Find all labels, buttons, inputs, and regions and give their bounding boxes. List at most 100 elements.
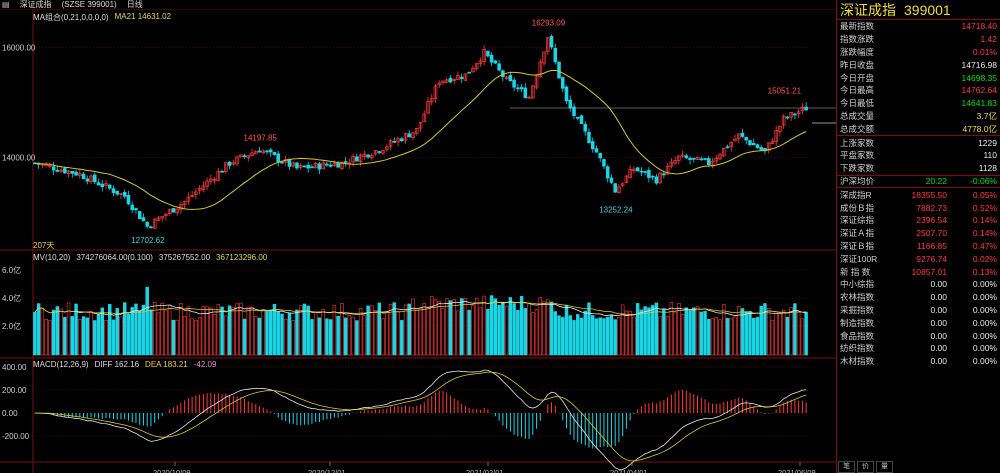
quote-row[interactable]: 昨日收盘 14716.98 <box>837 58 1000 71</box>
volume-bar <box>493 298 498 356</box>
volume-bar <box>546 299 550 356</box>
macd-bar <box>476 409 478 413</box>
volume-bar <box>695 306 700 356</box>
macd-bar <box>805 402 807 413</box>
kline-chart[interactable]: 16000.00 14000.00 16293.09 14197.85 12702.62… <box>0 10 836 473</box>
macd-bar <box>277 413 279 418</box>
volume-bar <box>796 311 801 356</box>
candle-body <box>486 50 490 57</box>
candle-body <box>497 63 501 71</box>
index-row[interactable]: 深证综指 2396.54 0.14% <box>837 214 1000 227</box>
quote-row[interactable]: 指数涨跌 1.42 <box>837 33 1000 46</box>
quote-row[interactable]: 今日最低 14641.83 <box>837 97 1000 110</box>
volume-bar <box>152 302 157 356</box>
macd-bar <box>768 413 770 414</box>
index-row[interactable]: 深证100R 9276.74 0.02% <box>837 252 1000 265</box>
candle-body <box>355 156 359 162</box>
volume-bar <box>748 310 752 356</box>
panel-index-code: 399001 <box>904 1 951 18</box>
candle-body <box>66 170 71 174</box>
macd-bar <box>539 413 541 421</box>
candle-body <box>766 142 771 151</box>
volume-bar <box>789 307 793 356</box>
quote-row[interactable]: 最新指数 14718.40 <box>837 20 1000 33</box>
volume-bar <box>557 315 561 356</box>
index-row[interactable]: 成份Ｂ指 7882.73 0.52% <box>837 201 1000 214</box>
index-row[interactable]: 深成指R 18355.50 0.05% <box>837 188 1000 201</box>
macd-bar <box>678 390 680 413</box>
index-row[interactable]: 中小综指 0.00 0.00% <box>837 278 1000 291</box>
volume-bar <box>261 309 265 356</box>
volume-bar <box>635 303 640 356</box>
mv-label[interactable]: MV(10,20) <box>33 253 71 262</box>
panel-tab[interactable]: 笔 <box>838 460 855 473</box>
index-row-change: 0.05% <box>972 189 997 200</box>
quote-row[interactable]: 今日开盘 14698.35 <box>837 71 1000 84</box>
macd-bar <box>566 413 568 429</box>
macd-bar <box>640 406 642 413</box>
ma21-line <box>34 69 807 210</box>
breadth-row[interactable]: 上涨家数 1229 <box>837 136 1000 149</box>
volume-bar <box>373 310 378 356</box>
index-row[interactable]: 新 指 数 10857.01 0.13% <box>837 265 1000 278</box>
macd-bar <box>775 409 777 413</box>
volume-bar <box>598 317 602 356</box>
quote-row-label: 最新指数 <box>840 21 875 32</box>
macd-bar <box>405 405 407 413</box>
index-row[interactable]: 农林指数 0.00 0.00% <box>837 291 1000 304</box>
mv10-line <box>34 300 807 317</box>
menu-icon[interactable]: ▤ <box>2 0 10 9</box>
macd-bar <box>547 404 549 413</box>
panel-index-name: 深证成指 <box>840 2 896 19</box>
quote-row[interactable]: 总成交量 3.7亿 <box>837 110 1000 123</box>
chart-area[interactable]: 16000.00 14000.00 16293.09 14197.85 12702.62… <box>0 10 836 473</box>
volume-bar <box>751 317 756 356</box>
macd-bar <box>468 407 470 413</box>
breadth-row[interactable]: 下跌家数 1128 <box>837 162 1000 175</box>
panel-tab[interactable]: 量 <box>876 460 893 473</box>
candle-body <box>93 174 97 183</box>
macd-bar <box>363 410 365 413</box>
index-row[interactable]: 纺织指数 0.00 0.00% <box>837 342 1000 355</box>
volume-bar <box>433 299 438 356</box>
index-row[interactable]: 食品指数 0.00 0.00% <box>837 329 1000 342</box>
quote-row[interactable]: 今日最高 14762.64 <box>837 84 1000 97</box>
macd-bar <box>562 413 564 421</box>
quote-row[interactable]: 涨跌幅度 0.01% <box>837 46 1000 59</box>
macd-bar <box>771 412 773 414</box>
hs-average-row[interactable]: 沪深均价 20.22 -0.06% <box>837 174 1000 188</box>
index-row[interactable]: 深证Ｂ指 1166.85 0.47% <box>837 240 1000 253</box>
candle-body <box>534 75 539 88</box>
macd-bar <box>146 413 148 427</box>
volume-bar <box>482 295 486 356</box>
ma-label[interactable]: MA组合(0,21,0,0,0,0) <box>33 13 109 22</box>
macd-bar <box>513 413 515 435</box>
period-selector[interactable]: 日线 <box>126 0 143 9</box>
index-row[interactable]: 采掘指数 0.00 0.00% <box>837 304 1000 317</box>
macd-bar <box>558 412 560 414</box>
volume-bar <box>257 317 262 356</box>
macd-bar <box>105 413 107 418</box>
macd-bar <box>236 396 238 413</box>
volume-bar <box>729 318 733 356</box>
volume-bar <box>78 319 82 356</box>
volume-bar <box>108 304 112 356</box>
candle-body <box>429 98 434 103</box>
candle-body <box>85 178 90 182</box>
index-row[interactable]: 深证Ａ指 2507.70 0.14% <box>837 227 1000 240</box>
breadth-row[interactable]: 平盘家数 110 <box>837 149 1000 162</box>
breadth-row-value: 110 <box>983 150 997 161</box>
macd-label[interactable]: MACD(12,26,9) <box>33 360 89 369</box>
index-row[interactable]: 木材指数 0.00 0.00% <box>837 355 1000 368</box>
macd-bar <box>502 413 504 426</box>
candle-body <box>126 195 131 205</box>
panel-tab[interactable]: 价 <box>857 460 874 473</box>
macd-bar <box>101 413 103 419</box>
candle-body <box>227 161 232 166</box>
candle-body <box>370 155 374 159</box>
macd-diff: DIFF 162.16 <box>94 360 140 369</box>
index-row[interactable]: 制造指数 0.00 0.00% <box>837 316 1000 329</box>
quote-row[interactable]: 总成交额 4778.0亿 <box>837 122 1000 135</box>
volume-bar <box>66 302 71 356</box>
candle-body <box>433 85 438 100</box>
